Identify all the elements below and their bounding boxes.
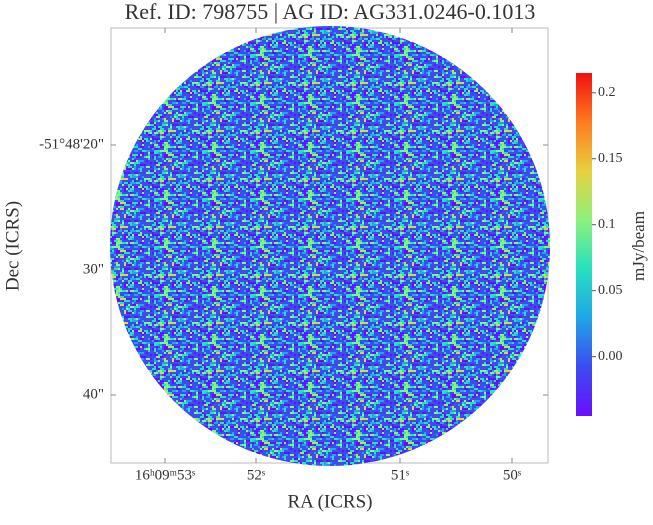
colorbar-tick-label: 0.2: [598, 85, 616, 100]
y-tick-label: 30": [83, 261, 104, 277]
colorbar-tick-label: 0.00: [598, 349, 623, 364]
colorbar-tick-label: 0.15: [598, 151, 623, 166]
x-axis-label: RA (ICRS): [288, 491, 373, 512]
colorbar-tick-label: 0.1: [598, 217, 616, 232]
x-tick-label: 16ʰ09ᵐ53ˢ: [135, 467, 195, 483]
chart-title: Ref. ID: 798755 | AG ID: AG331.0246-0.10…: [125, 0, 536, 24]
sky-image: [110, 26, 550, 466]
y-axis-label: Dec (ICRS): [2, 201, 23, 291]
x-tick-label: 52ˢ: [247, 467, 265, 483]
x-tick-label: 50ˢ: [503, 467, 521, 483]
y-tick-label: -51°48'20": [39, 136, 104, 152]
colorbar: [576, 73, 592, 416]
colorbar-label: mJy/beam: [629, 211, 648, 281]
y-tick-label: 40": [83, 386, 104, 402]
image-area: [110, 26, 550, 466]
x-tick-label: 51ˢ: [391, 467, 409, 483]
colorbar-tick-label: 0.05: [598, 283, 623, 298]
